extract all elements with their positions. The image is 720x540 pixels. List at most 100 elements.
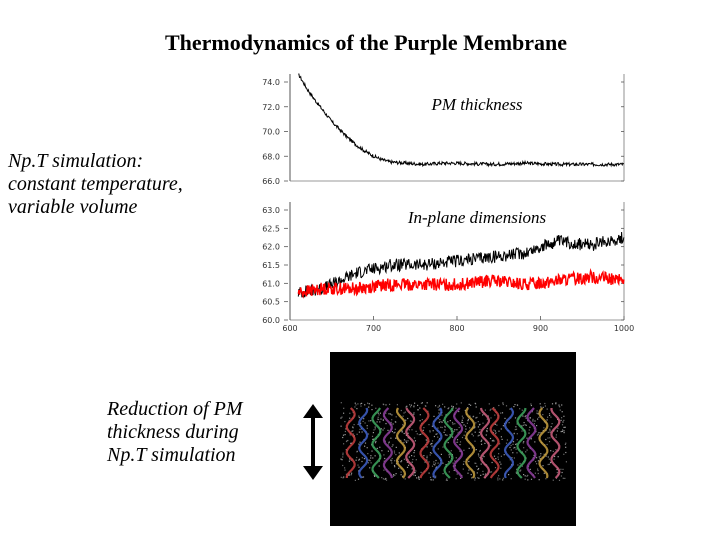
lipid-dot	[502, 403, 504, 406]
lipid-dot	[486, 430, 488, 433]
lipid-dot	[529, 426, 531, 428]
lipid-dot	[536, 425, 538, 427]
lipid-dot	[448, 454, 450, 456]
lipid-dot	[546, 408, 548, 410]
lipid-dot	[477, 421, 479, 423]
lipid-dot	[536, 457, 538, 459]
lipid-dot	[406, 441, 408, 444]
lipid-dot	[544, 402, 546, 405]
lipid-dot	[516, 439, 518, 441]
lipid-dot	[525, 417, 527, 419]
lipid-dot	[388, 441, 390, 443]
lipid-dot	[524, 475, 526, 477]
lipid-dot	[557, 456, 559, 458]
lipid-dot	[519, 470, 521, 472]
lipid-dot	[468, 403, 470, 405]
lipid-dot	[439, 419, 441, 421]
lipid-dot	[355, 404, 357, 406]
lipid-dot	[393, 474, 395, 476]
lipid-dot	[350, 442, 352, 444]
lipid-dot	[474, 431, 476, 433]
lipid-dot	[411, 468, 413, 470]
lipid-dot	[387, 429, 389, 431]
x-tick-label: 900	[533, 324, 548, 333]
lipid-dot	[357, 403, 359, 405]
lipid-dot	[411, 429, 413, 431]
lipid-dot	[497, 456, 499, 458]
protein-helix	[503, 407, 515, 479]
lipid-dot	[479, 449, 481, 452]
lipid-dot	[370, 457, 372, 459]
lipid-dot	[413, 474, 415, 476]
lipid-dot	[548, 413, 551, 415]
lipid-dot	[431, 425, 433, 427]
lipid-dot	[512, 443, 514, 445]
lipid-dot	[558, 405, 560, 408]
lipid-dot	[493, 440, 495, 442]
lipid-dot	[560, 475, 562, 477]
lipid-dot	[525, 424, 527, 426]
lipid-dot	[431, 452, 433, 454]
lipid-dot	[465, 425, 467, 427]
caption-line-2: thickness during	[107, 421, 239, 443]
lipid-dot	[408, 464, 410, 466]
lipid-dot	[553, 458, 555, 460]
lipid-dot	[528, 429, 530, 431]
lipid-dot	[410, 420, 412, 422]
lipid-dot	[412, 458, 414, 461]
lipid-dot	[358, 415, 360, 417]
lipid-dot	[510, 478, 512, 480]
lipid-dot	[519, 408, 521, 410]
lipid-dot	[491, 440, 493, 442]
lipid-dot	[368, 406, 370, 408]
lipid-dot	[414, 440, 416, 442]
lipid-dot	[345, 428, 347, 430]
lipid-dot	[561, 424, 564, 426]
lipid-dot	[467, 407, 469, 409]
lipid-dot	[551, 403, 554, 405]
lipid-dot	[357, 464, 359, 466]
lipid-dot	[414, 472, 416, 474]
protein-helix	[538, 407, 549, 479]
lipid-dot	[463, 424, 465, 426]
lipid-dot	[474, 477, 476, 479]
lipid-dot	[413, 412, 415, 414]
lipid-dot	[442, 446, 444, 448]
lipid-dot	[428, 424, 430, 426]
lipid-dot	[457, 432, 459, 434]
lipid-dot	[374, 428, 376, 430]
lipid-dot	[461, 436, 464, 439]
lipid-dot	[372, 432, 374, 434]
lipid-dot	[537, 433, 539, 435]
lipid-dot	[555, 434, 557, 436]
lipid-dot	[413, 437, 416, 439]
lipid-dot	[419, 414, 421, 416]
lipid-dot	[434, 462, 437, 464]
lipid-dot	[531, 411, 533, 413]
lipid-dot	[533, 454, 535, 456]
lipid-dot	[500, 428, 502, 430]
lipid-dot	[390, 460, 392, 462]
lipid-dot	[499, 478, 501, 480]
lipid-dot	[461, 415, 463, 417]
lipid-dot	[467, 420, 469, 422]
lipid-dot	[419, 433, 422, 435]
lipid-dot	[447, 421, 449, 423]
y-tick-label: 66.0	[262, 177, 280, 186]
lipid-dot	[344, 421, 346, 423]
lipid-dot	[562, 429, 564, 431]
lipid-dot	[357, 423, 359, 425]
y-tick-label: 72.0	[262, 103, 280, 112]
lipid-dot	[449, 434, 451, 436]
lipid-dot	[478, 468, 480, 470]
lipid-dot	[403, 441, 405, 444]
y-tick-label: 61.5	[262, 261, 280, 270]
lipid-dot	[482, 414, 484, 416]
lipid-dot	[512, 441, 515, 443]
lipid-dot	[561, 471, 563, 474]
description-line-3: variable volume	[8, 196, 138, 218]
lipid-dot	[373, 429, 375, 431]
lipid-dot	[413, 452, 415, 454]
lipid-dot	[560, 419, 562, 421]
lipid-dot	[540, 455, 542, 457]
